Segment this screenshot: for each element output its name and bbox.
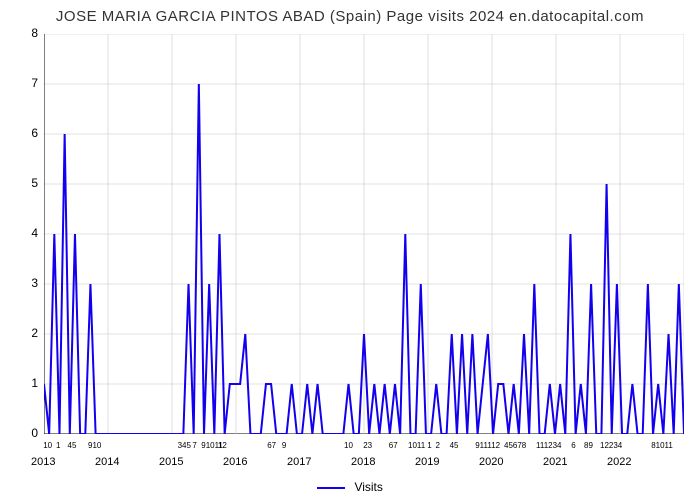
x-minor-label: 45678	[504, 441, 526, 450]
y-tick-label: 2	[8, 326, 38, 340]
x-minor-label: 89	[584, 441, 593, 450]
x-minor-label: 910	[88, 441, 101, 450]
chart-title: JOSE MARIA GARCIA PINTOS ABAD (Spain) Pa…	[0, 8, 700, 25]
y-tick-label: 0	[8, 426, 38, 440]
x-minor-label: 9	[282, 441, 286, 450]
x-minor-label: 12	[218, 441, 227, 450]
y-tick-label: 3	[8, 276, 38, 290]
y-tick-label: 6	[8, 126, 38, 140]
x-minor-label: 345	[178, 441, 191, 450]
x-year-label: 2016	[223, 456, 247, 468]
x-minor-label: 1	[427, 441, 431, 450]
x-year-label: 2021	[543, 456, 567, 468]
x-minor-label: 67	[267, 441, 276, 450]
x-minor-label: 67	[389, 441, 398, 450]
x-year-label: 2015	[159, 456, 183, 468]
x-minor-label: 911112	[475, 441, 500, 450]
x-minor-label: 6	[571, 441, 575, 450]
legend-line-swatch	[317, 487, 345, 489]
y-tick-label: 1	[8, 376, 38, 390]
chart-plot	[44, 34, 684, 434]
x-year-label: 2018	[351, 456, 375, 468]
x-minor-label: 12234	[600, 441, 622, 450]
legend: Visits	[0, 480, 700, 494]
x-year-label: 2014	[95, 456, 119, 468]
x-minor-label: 45	[68, 441, 77, 450]
y-tick-label: 7	[8, 76, 38, 90]
x-minor-label: 111234	[536, 441, 562, 450]
x-minor-label: 45	[450, 441, 459, 450]
x-year-label: 2017	[287, 456, 311, 468]
chart-container: JOSE MARIA GARCIA PINTOS ABAD (Spain) Pa…	[0, 0, 700, 500]
x-minor-label: 2	[436, 441, 440, 450]
x-minor-label: 1	[56, 441, 60, 450]
y-tick-label: 4	[8, 226, 38, 240]
x-minor-label: 10	[43, 441, 52, 450]
x-year-label: 2019	[415, 456, 439, 468]
y-tick-label: 5	[8, 176, 38, 190]
x-minor-label: 1011	[408, 441, 425, 450]
x-year-label: 2022	[607, 456, 631, 468]
y-tick-label: 8	[8, 26, 38, 40]
x-minor-label: 23	[363, 441, 372, 450]
x-minor-label: 10	[344, 441, 353, 450]
x-minor-label: 7	[192, 441, 196, 450]
legend-label: Visits	[354, 480, 382, 494]
x-year-label: 2013	[31, 456, 55, 468]
x-year-label: 2020	[479, 456, 503, 468]
x-minor-label: 81011	[651, 441, 673, 450]
